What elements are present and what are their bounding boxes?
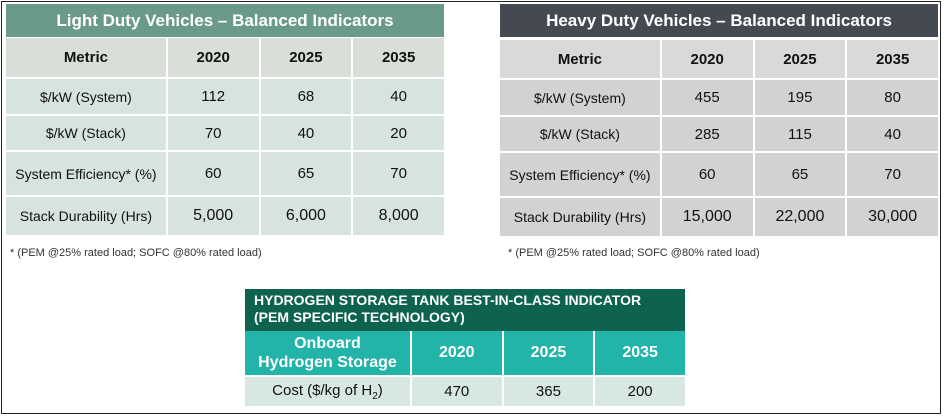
table-cell: 195 — [754, 80, 846, 115]
table-row: System Efficiency* (%) 60 65 70 — [6, 152, 444, 195]
row-label: $/kW (System) — [6, 79, 166, 114]
table-row: $/kW (System) 455 195 80 — [500, 80, 938, 115]
cost-label-subscript: 2 — [372, 390, 378, 402]
table-row: Stack Durability (Hrs) 5,000 6,000 8,000 — [6, 197, 444, 235]
row-label: $/kW (Stack) — [500, 117, 660, 151]
table-cell: 80 — [847, 80, 938, 115]
table-cell: 455 — [661, 80, 753, 115]
light-duty-table: Metric 2020 2025 2035 $/kW (System) 112 … — [4, 36, 446, 237]
table-cell: 40 — [847, 117, 938, 151]
header-cell: 2025 — [260, 38, 352, 77]
table-header-row: Metric 2020 2025 2035 — [6, 38, 444, 77]
table-header-row: Metric 2020 2025 2035 — [500, 40, 938, 78]
table-cell: 15,000 — [661, 198, 753, 236]
header-cell: 2025 — [754, 40, 846, 78]
table-cell: 5,000 — [167, 197, 259, 235]
row-label: System Efficiency* (%) — [500, 153, 660, 196]
table-cell: 30,000 — [847, 198, 938, 236]
light-duty-footnote: * (PEM @25% rated load; SOFC @80% rated … — [10, 247, 262, 259]
header-cell: 2025 — [503, 331, 594, 375]
table-row: $/kW (Stack) 285 115 40 — [500, 117, 938, 151]
table-cell: 70 — [353, 152, 444, 195]
header-cell: 2020 — [411, 331, 502, 375]
table-cell: 365 — [503, 377, 594, 406]
header-cell: 2020 — [167, 38, 259, 77]
header-label-line1: Onboard — [294, 335, 361, 352]
table-cell: 470 — [411, 377, 502, 406]
table-header-row: Onboard Hydrogen Storage 2020 2025 2035 — [245, 331, 685, 375]
header-label-line2: Hydrogen Storage — [258, 354, 397, 371]
table-cell: 65 — [754, 153, 846, 196]
cost-label-suffix: ) — [377, 381, 383, 399]
header-cell: 2035 — [847, 40, 938, 78]
hydrogen-storage-title-line1: HYDROGEN STORAGE TANK BEST-IN-CLASS INDI… — [254, 292, 642, 308]
table-cell: 22,000 — [754, 198, 846, 236]
light-duty-title: Light Duty Vehicles – Balanced Indicator… — [6, 4, 444, 37]
hydrogen-storage-title-line2: (PEM SPECIFIC TECHNOLOGY) — [254, 309, 465, 325]
heavy-duty-footnote: * (PEM @25% rated load; SOFC @80% rated … — [508, 247, 760, 259]
table-cell: 112 — [167, 79, 259, 114]
header-cell: 2020 — [661, 40, 753, 78]
table-cell: 68 — [260, 79, 352, 114]
table-cell: 285 — [661, 117, 753, 151]
table-cell: 40 — [353, 79, 444, 114]
table-cell: 8,000 — [353, 197, 444, 235]
header-cell: Metric — [6, 38, 166, 77]
hydrogen-storage-title: HYDROGEN STORAGE TANK BEST-IN-CLASS INDI… — [245, 289, 685, 331]
table-row: $/kW (System) 112 68 40 — [6, 79, 444, 114]
row-label: $/kW (System) — [500, 80, 660, 115]
table-cell: 200 — [595, 377, 685, 406]
row-label: $/kW (Stack) — [6, 116, 166, 150]
table-row: Stack Durability (Hrs) 15,000 22,000 30,… — [500, 198, 938, 236]
hydrogen-storage-table: Onboard Hydrogen Storage 2020 2025 2035 … — [243, 329, 687, 408]
table-cell: 60 — [167, 152, 259, 195]
header-cell: 2035 — [595, 331, 685, 375]
row-label: Stack Durability (Hrs) — [6, 197, 166, 235]
table-cell: 60 — [661, 153, 753, 196]
table-cell: 65 — [260, 152, 352, 195]
header-cell: Metric — [500, 40, 660, 78]
header-cell: 2035 — [353, 38, 444, 77]
row-label: System Efficiency* (%) — [6, 152, 166, 195]
heavy-duty-table: Metric 2020 2025 2035 $/kW (System) 455 … — [498, 38, 940, 238]
header-cell: Onboard Hydrogen Storage — [245, 331, 410, 375]
table-cell: 70 — [847, 153, 938, 196]
heavy-duty-title: Heavy Duty Vehicles – Balanced Indicator… — [500, 4, 938, 37]
table-cell: 70 — [167, 116, 259, 150]
table-row: System Efficiency* (%) 60 65 70 — [500, 153, 938, 196]
table-cell: 115 — [754, 117, 846, 151]
table-row: $/kW (Stack) 70 40 20 — [6, 116, 444, 150]
table-cell: 20 — [353, 116, 444, 150]
table-row: Cost ($/kg of H2) 470 365 200 — [245, 377, 685, 406]
row-label: Cost ($/kg of H2) — [245, 377, 410, 406]
table-cell: 6,000 — [260, 197, 352, 235]
cost-label-prefix: Cost ($/kg of H — [272, 381, 373, 399]
table-cell: 40 — [260, 116, 352, 150]
row-label: Stack Durability (Hrs) — [500, 198, 660, 236]
